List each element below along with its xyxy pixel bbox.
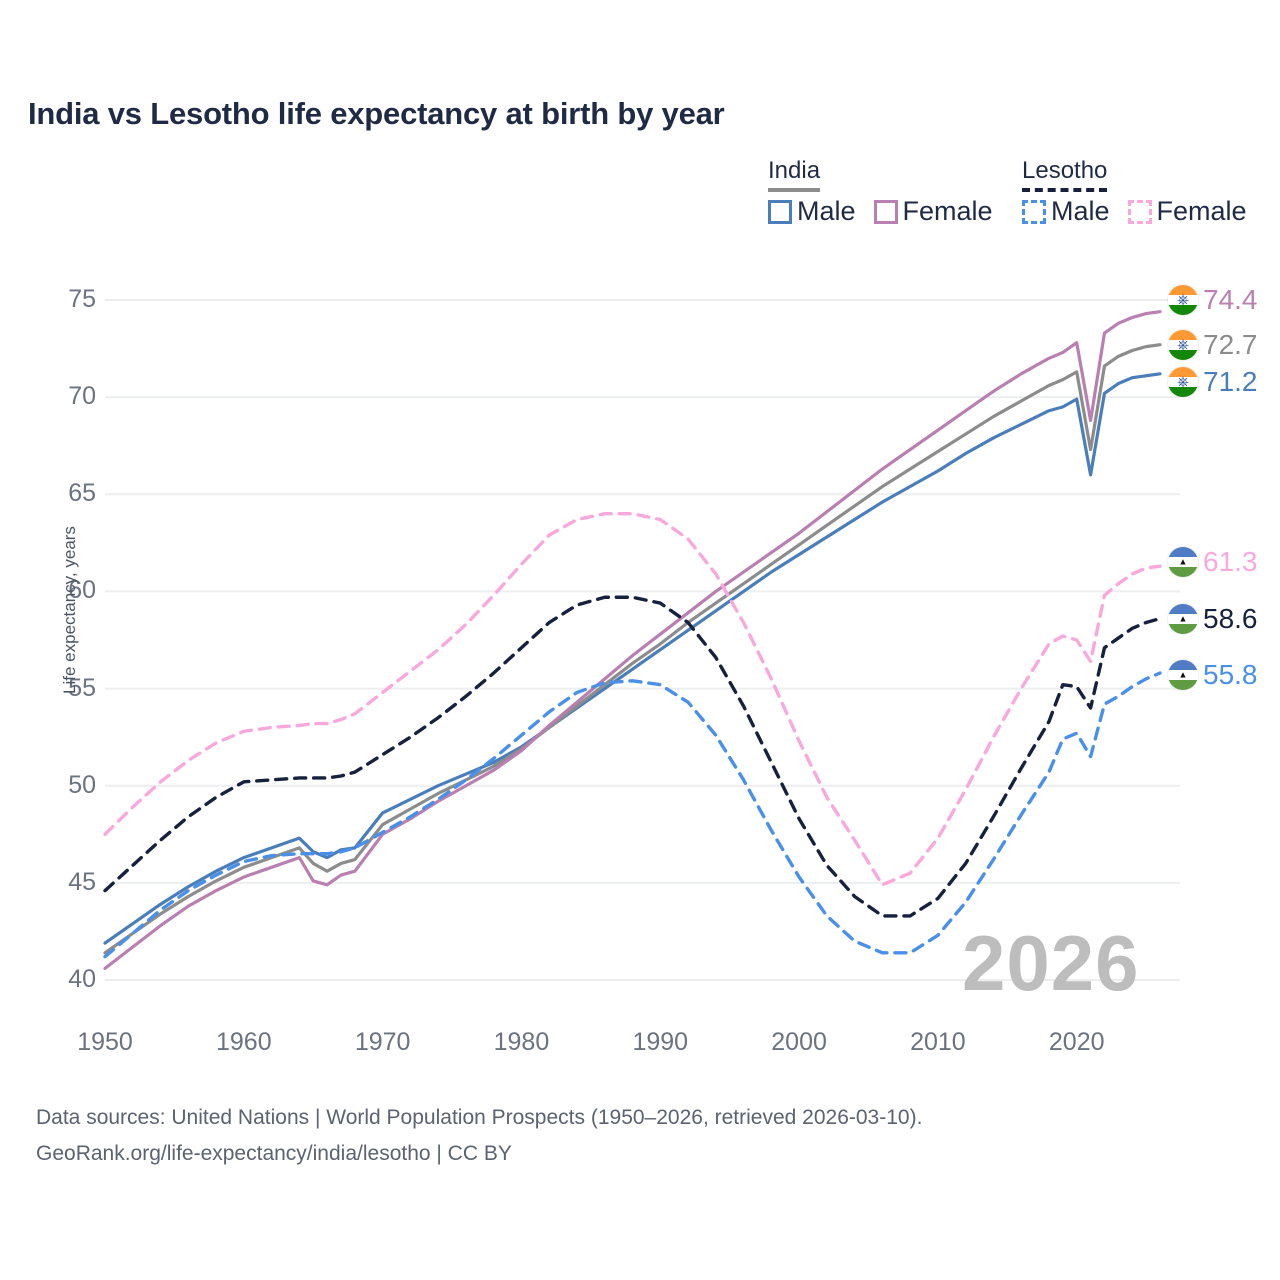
y-tick-label: 55 <box>68 673 96 702</box>
legend-swatch-icon <box>873 199 898 224</box>
flag-band <box>1168 305 1198 315</box>
lesotho-flag-icon: ▲ <box>1168 603 1198 634</box>
x-tick-label: 1990 <box>632 1028 689 1056</box>
flag-band <box>1168 669 1198 680</box>
legend-country-name: Lesotho <box>1022 158 1108 192</box>
ashoka-chakra-icon: ⎈ <box>1176 291 1190 309</box>
year-watermark: 2026 <box>962 919 1140 1007</box>
series-line-lesotho-total[interactable] <box>103 595 1162 918</box>
legend-item-label: Female <box>902 196 993 226</box>
end-label-lesotho-female: ▲ 61.3 <box>1168 546 1258 578</box>
series-line-lesotho-female[interactable] <box>103 512 1162 887</box>
end-label-india-male: ⎈ 71.2 <box>1168 366 1258 398</box>
chart-footer: Data sources: United Nations | World Pop… <box>36 1100 922 1172</box>
legend-group-india: India Male Female <box>768 158 993 226</box>
series-line-india-male[interactable] <box>103 372 1162 945</box>
y-tick-label: 45 <box>68 867 96 896</box>
india-flag-icon: ⎈ <box>1168 366 1198 397</box>
y-tick-label: 60 <box>68 576 96 605</box>
footer-line-sources: Data sources: United Nations | World Pop… <box>36 1106 923 1129</box>
flag-band <box>1168 366 1198 377</box>
flag-band <box>1168 295 1198 305</box>
end-label-lesotho-total: ▲ 58.6 <box>1168 603 1258 635</box>
y-tick-label: 40 <box>68 965 96 993</box>
india-flag-icon: ⎈ <box>1168 285 1198 315</box>
flag-band <box>1168 623 1198 634</box>
y-axis-ticks: 40 45 50 55 60 65 70 75 <box>28 0 96 1280</box>
y-tick-label: 75 <box>68 285 96 313</box>
mokorotlo-icon: ▲ <box>1178 669 1188 680</box>
flag-band <box>1168 567 1198 578</box>
footer-line-attribution: GeoRank.org/life-expectancy/india/lesoth… <box>36 1142 512 1165</box>
y-tick-label: 65 <box>68 479 96 508</box>
end-label-value: 55.8 <box>1203 658 1258 690</box>
legend-swatch-icon <box>1127 199 1152 224</box>
india-flag-icon: ⎈ <box>1168 329 1198 360</box>
legend-item-label: Male <box>1051 196 1110 226</box>
lesotho-flag-icon: ▲ <box>1168 659 1198 690</box>
legend-item-india-female[interactable]: Female <box>873 196 993 227</box>
series-line-india-female[interactable] <box>103 310 1162 970</box>
legend-item-lesotho-female[interactable]: Female <box>1127 196 1247 227</box>
legend-item-label: Male <box>797 196 856 226</box>
flag-band <box>1168 557 1198 568</box>
flag-band <box>1168 659 1198 670</box>
legend-swatch-icon <box>1022 199 1046 224</box>
x-tick-label: 2020 <box>1048 1028 1105 1056</box>
end-label-india-total: ⎈ 72.7 <box>1168 329 1258 361</box>
legend-country-name: India <box>768 158 821 192</box>
flag-band <box>1168 613 1198 624</box>
legend-group-lesotho: Lesotho Male Female <box>1022 158 1247 226</box>
lesotho-flag-icon: ▲ <box>1168 547 1198 578</box>
flag-band <box>1168 547 1198 558</box>
x-tick-label: 2000 <box>771 1028 827 1056</box>
end-label-value: 72.7 <box>1203 328 1258 360</box>
series-line-india-total[interactable] <box>103 343 1162 955</box>
flag-band <box>1168 679 1198 690</box>
series-line-lesotho-male[interactable] <box>103 671 1162 959</box>
end-label-lesotho-male: ▲ 55.8 <box>1168 659 1258 691</box>
legend-item-india-male[interactable]: Male <box>768 196 856 227</box>
legend-item-label: Female <box>1156 196 1247 226</box>
flag-band <box>1168 285 1198 295</box>
ashoka-chakra-icon: ⎈ <box>1176 336 1190 354</box>
flag-band <box>1168 339 1198 350</box>
end-label-value: 61.3 <box>1203 546 1258 578</box>
end-label-value: 74.4 <box>1203 284 1258 315</box>
end-label-india-female: ⎈ 74.4 <box>1168 284 1258 316</box>
flag-band <box>1168 349 1198 360</box>
x-tick-label: 1980 <box>493 1028 550 1056</box>
x-tick-label: 1970 <box>354 1028 411 1056</box>
ashoka-chakra-icon: ⎈ <box>1176 373 1190 391</box>
legend-item-lesotho-male[interactable]: Male <box>1022 196 1110 227</box>
flag-band <box>1168 603 1198 614</box>
legend-items: Male Female <box>768 196 1011 227</box>
mokorotlo-icon: ▲ <box>1178 613 1188 624</box>
y-axis-label: Life expectancy, years <box>60 526 79 694</box>
flag-band <box>1168 386 1198 397</box>
flag-band <box>1168 329 1198 340</box>
page-title: India vs Lesotho life expectancy at birt… <box>28 96 725 131</box>
end-label-value: 71.2 <box>1203 365 1258 397</box>
y-tick-label: 50 <box>68 770 96 799</box>
x-tick-label: 1950 <box>77 1028 133 1056</box>
legend-swatch-icon <box>768 199 792 224</box>
mokorotlo-icon: ▲ <box>1178 556 1188 567</box>
end-label-value: 58.6 <box>1203 602 1258 634</box>
x-tick-label: 2010 <box>910 1028 966 1056</box>
flag-band <box>1168 376 1198 387</box>
y-tick-label: 70 <box>68 382 96 411</box>
x-tick-label: 1960 <box>216 1028 272 1056</box>
legend-items: Male Female <box>1022 196 1265 227</box>
chart-legend: India Male Female Lesotho Male Female <box>750 158 1260 242</box>
